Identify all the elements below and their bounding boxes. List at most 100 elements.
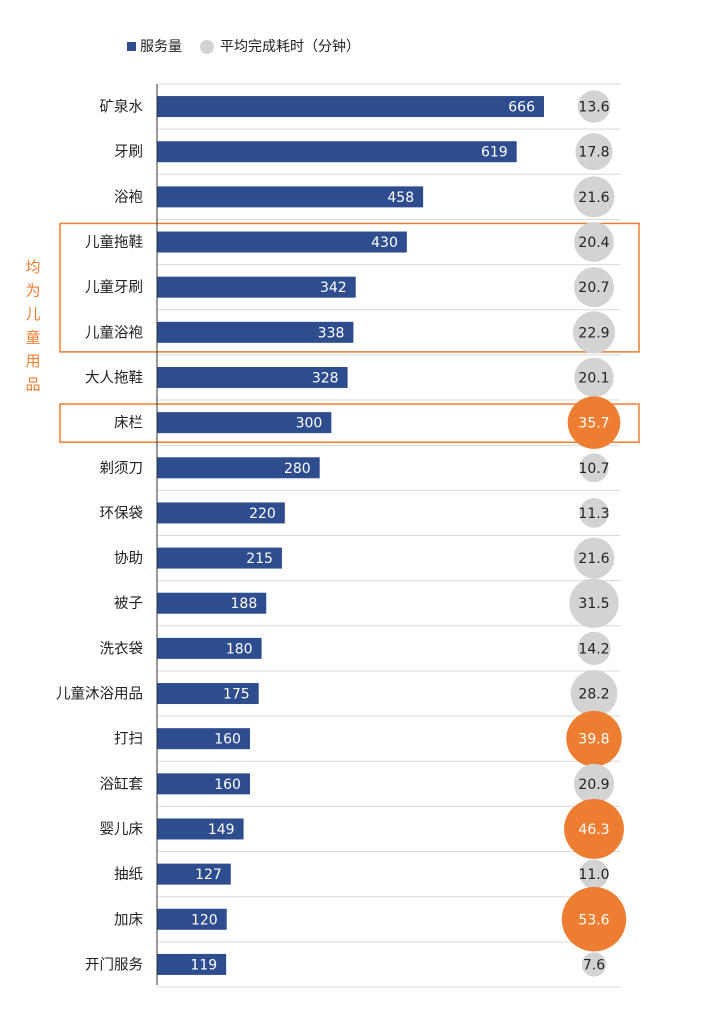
legend-circle-label: 平均完成耗时（分钟）: [220, 38, 360, 55]
service-bar: [157, 457, 320, 479]
chart-row: 打扫 160 39.8: [114, 710, 622, 767]
time-label: 46.3: [578, 822, 609, 838]
time-label: 10.7: [578, 461, 609, 477]
chart-row: 儿童牙刷 342 20.7: [85, 267, 615, 308]
time-circle: [573, 176, 615, 218]
service-bar: [157, 953, 227, 975]
chart-row: 环保袋 220 11.3: [100, 498, 610, 528]
chart-row: 牙刷 619 17.8: [114, 133, 613, 171]
service-bar: [157, 773, 250, 795]
service-bar: [157, 592, 267, 614]
bar-value-label: 160: [214, 777, 241, 793]
service-bar: [157, 728, 250, 750]
service-bar: [157, 863, 231, 885]
category-label: 浴缸套: [100, 775, 144, 793]
service-bar: [157, 683, 259, 705]
chart-row: 婴儿床 149 46.3: [100, 799, 624, 859]
service-bar: [157, 412, 332, 434]
annotations: 均为儿童用品: [25, 222, 640, 443]
chart-row: 儿童沐浴用品 175 28.2: [56, 670, 618, 717]
bar-value-label: 280: [284, 461, 311, 477]
category-label: 儿童牙刷: [85, 278, 143, 296]
category-label: 打扫: [114, 731, 143, 748]
time-label: 17.8: [578, 145, 609, 161]
time-circle: [561, 887, 627, 952]
chart-row: 矿泉水 666 13.6: [100, 90, 611, 123]
time-label: 20.1: [578, 370, 609, 386]
service-bar: [157, 908, 227, 930]
chart-row: 儿童浴袍 338 22.9: [85, 311, 616, 354]
category-label: 矿泉水: [100, 99, 144, 116]
chart-row: 浴缸套 160 20.9: [100, 763, 615, 804]
bar-value-label: 328: [312, 370, 339, 386]
legend-bar-swatch: [127, 42, 136, 51]
service-bar: [157, 818, 244, 840]
service-bar: [157, 547, 282, 569]
time-label: 14.2: [578, 641, 609, 657]
service-bar: [157, 231, 407, 253]
time-circle: [566, 710, 622, 767]
category-label: 环保袋: [100, 505, 144, 522]
time-label: 28.2: [578, 687, 609, 703]
time-circle: [573, 267, 615, 308]
time-label: 22.9: [578, 325, 609, 341]
service-bar: [157, 186, 424, 208]
category-label: 洗衣袋: [100, 640, 144, 657]
service-bar: [157, 637, 262, 659]
annotation-box: [59, 403, 640, 443]
chart-row: 洗衣袋 180 14.2: [100, 631, 611, 665]
time-label: 39.8: [578, 732, 609, 748]
time-circle: [577, 90, 611, 123]
time-circle: [573, 763, 615, 804]
chart-row: 浴袍 458 21.6: [114, 176, 615, 218]
gridlines: [157, 83, 620, 988]
time-circle: [579, 453, 609, 483]
bar-value-label: 458: [387, 190, 414, 206]
time-label: 11.0: [578, 867, 609, 883]
bar-value-label: 220: [249, 506, 276, 522]
bar-value-label: 619: [481, 145, 508, 161]
category-label: 儿童沐浴用品: [56, 685, 143, 703]
bar-value-label: 342: [320, 280, 347, 296]
time-circle: [579, 498, 609, 528]
annotation-label: 均为儿童用品: [25, 258, 40, 394]
bar-value-label: 215: [246, 551, 273, 567]
time-circle: [569, 578, 619, 628]
time-circle: [570, 670, 618, 717]
time-circle: [575, 133, 613, 171]
chart-row: 抽纸 127 11.0: [114, 859, 610, 889]
time-circle: [564, 799, 624, 859]
time-label: 20.7: [578, 280, 609, 296]
legend-bar-label: 服务量: [140, 39, 182, 55]
chart-row: 大人拖鞋 328 20.1: [85, 357, 614, 398]
service-bar: [157, 276, 356, 298]
service-bar: [157, 141, 517, 163]
time-circle: [574, 357, 614, 398]
chart-row: 床栏 300 35.7: [114, 396, 621, 449]
service-bar: [157, 366, 348, 388]
chart-row: 儿童拖鞋 430 20.4: [85, 222, 614, 262]
bar-value-label: 175: [223, 687, 250, 703]
bar-value-label: 120: [191, 912, 218, 928]
annotation-box: [59, 222, 640, 353]
time-circle: [573, 537, 615, 579]
time-label: 21.6: [578, 190, 609, 206]
legend: 服务量 平均完成耗时（分钟）: [127, 38, 360, 55]
chart-row: 剃须刀 280 10.7: [100, 453, 610, 483]
bar-value-label: 180: [226, 641, 253, 657]
time-label: 31.5: [578, 596, 609, 612]
time-label: 20.4: [578, 235, 609, 251]
time-label: 11.3: [578, 506, 609, 522]
time-label: 7.6: [583, 957, 605, 973]
bar-value-label: 666: [508, 100, 535, 116]
bar-value-label: 430: [371, 235, 398, 251]
bar-value-label: 119: [190, 957, 217, 973]
time-label: 13.6: [578, 100, 609, 116]
category-label: 儿童浴袍: [85, 323, 143, 341]
category-label: 床栏: [114, 415, 143, 432]
service-bar: [157, 502, 285, 524]
time-label: 20.9: [578, 777, 609, 793]
time-circle: [577, 631, 611, 665]
bar-value-label: 300: [296, 416, 323, 432]
category-label: 协助: [114, 550, 143, 567]
